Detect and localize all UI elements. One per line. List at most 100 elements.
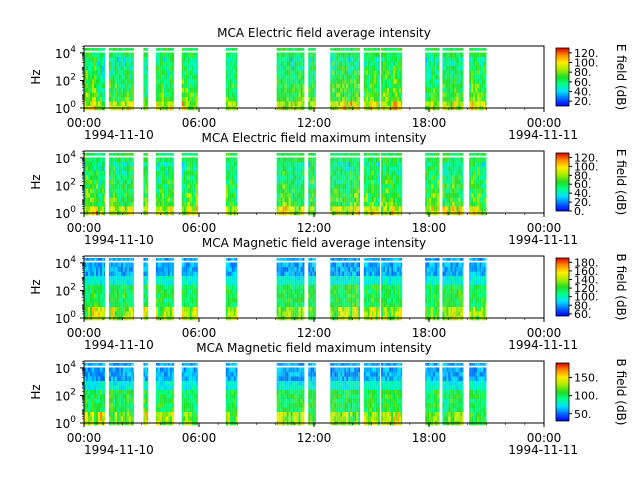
heatmap-cell (147, 275, 149, 281)
heatmap-cell (334, 284, 337, 290)
heatmap-cell (387, 188, 390, 194)
heatmap-cell (225, 271, 228, 277)
heatmap-cell (171, 179, 174, 185)
heatmap-cell (442, 188, 445, 194)
heatmap-cell (167, 79, 170, 84)
heatmap-cell (334, 96, 337, 102)
heatmap-cell (377, 153, 380, 156)
heatmap-cell (96, 161, 98, 167)
heatmap-cell (84, 289, 86, 294)
heatmap-cell (116, 284, 119, 290)
heatmap-cell (300, 74, 303, 80)
heatmap-cell (365, 79, 368, 84)
heatmap-cell (126, 280, 129, 285)
heatmap-cell (336, 275, 339, 281)
heatmap-cell (167, 271, 170, 277)
heatmap-cell (92, 96, 94, 102)
heatmap-cell (389, 161, 392, 167)
heatmap-cell (448, 83, 451, 89)
heatmap-cell (401, 153, 403, 156)
heatmap-cell (159, 153, 162, 156)
heatmap-cell (462, 48, 464, 51)
heatmap-cell (126, 74, 129, 80)
heatmap-cell (276, 197, 279, 203)
heatmap-cell (469, 79, 472, 84)
heatmap-cell (296, 293, 299, 299)
heatmap-cell (458, 52, 461, 58)
heatmap-cell (330, 201, 333, 207)
heatmap-cell (475, 52, 478, 58)
heatmap-cell (84, 266, 86, 272)
heatmap-cell (444, 96, 447, 102)
heatmap-cell (276, 65, 279, 71)
heatmap-cell (308, 101, 311, 106)
heatmap-cell (280, 70, 283, 75)
heatmap-cell (126, 92, 129, 98)
heatmap-cell (112, 206, 115, 211)
heatmap-cell (352, 201, 355, 207)
heatmap-cell (185, 61, 188, 67)
heatmap-cell (431, 61, 434, 67)
heatmap-cell (114, 101, 117, 106)
heatmap-cell (389, 101, 392, 106)
heatmap-cell (475, 101, 478, 106)
heatmap-cell (108, 87, 111, 93)
heatmap-cell (191, 52, 194, 58)
heatmap-cell (191, 206, 194, 211)
heatmap-cell (98, 48, 100, 51)
heatmap-cell (481, 206, 484, 211)
heatmap-cell (294, 271, 297, 277)
heatmap-cell (128, 157, 131, 163)
heatmap-cell (342, 96, 345, 102)
heatmap-cell (354, 166, 357, 172)
heatmap-cell (479, 87, 482, 93)
heatmap-cell (385, 188, 388, 194)
heatmap-cell (132, 92, 134, 98)
heatmap-cell (165, 201, 168, 207)
heatmap-cell (84, 271, 86, 277)
heatmap-cell (330, 275, 333, 281)
heatmap-cell (290, 161, 293, 167)
heatmap-cell (130, 266, 133, 272)
heatmap-cell (108, 65, 111, 71)
heatmap-cell (437, 184, 440, 189)
heatmap-cell (446, 175, 449, 180)
heatmap-cell (171, 188, 174, 194)
heatmap-cell (471, 197, 474, 203)
heatmap-cell (155, 289, 158, 294)
heatmap-cell (286, 258, 289, 261)
heatmap-cell (143, 161, 146, 167)
heatmap-cell (163, 175, 166, 180)
heatmap-cell (373, 192, 376, 198)
heatmap-cell (391, 197, 394, 203)
heatmap-cell (100, 297, 102, 303)
heatmap-cell (167, 262, 170, 268)
heatmap-cell (155, 206, 158, 211)
heatmap-cell (116, 302, 119, 308)
heatmap-cell (147, 206, 149, 211)
heatmap-cell (104, 280, 106, 285)
heatmap-cell (354, 188, 357, 194)
heatmap-cell (116, 153, 119, 156)
heatmap-cell (110, 179, 113, 185)
heatmap-cell (143, 61, 146, 67)
heatmap-cell (342, 61, 345, 67)
heatmap-cell (147, 153, 149, 156)
heatmap-cell (155, 179, 158, 185)
heatmap-cell (143, 201, 146, 207)
heatmap-cell (163, 271, 166, 277)
heatmap-cell (477, 166, 480, 172)
heatmap-cell (118, 83, 121, 89)
heatmap-cell (296, 153, 299, 156)
heatmap-cell (475, 61, 478, 67)
heatmap-cell (479, 79, 482, 84)
heatmap-cell (86, 170, 88, 176)
heatmap-cell (130, 275, 133, 281)
heatmap-cell (401, 170, 403, 176)
heatmap-cell (425, 74, 428, 80)
heatmap-cell (471, 61, 474, 67)
heatmap-cell (132, 293, 134, 299)
heatmap-cell (332, 289, 335, 294)
heatmap-cell (352, 65, 355, 71)
heatmap-cell (296, 157, 299, 163)
